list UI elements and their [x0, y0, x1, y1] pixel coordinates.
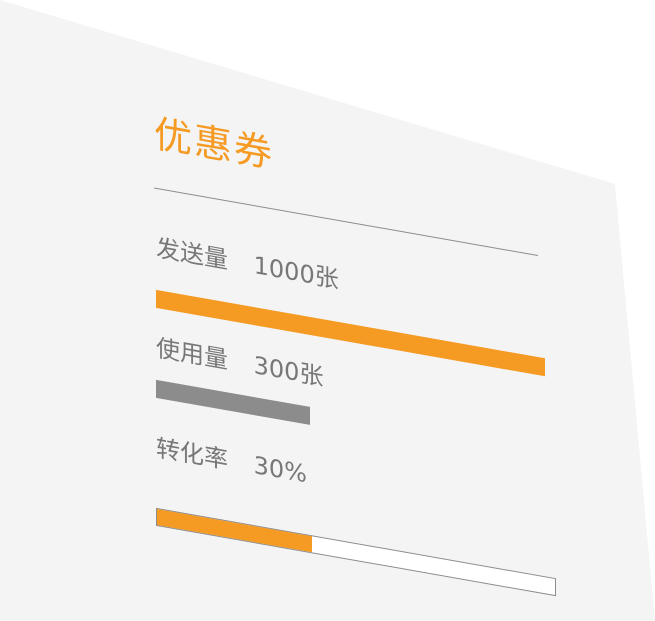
conversion-rate-value: 30%	[253, 451, 307, 489]
sent-amount-value: 1000张	[253, 251, 339, 294]
used-amount-bar-fill	[156, 379, 310, 425]
sent-amount-row: 发送量 1000张	[156, 228, 339, 295]
conversion-rate-label: 转化率	[156, 433, 228, 475]
coupon-stats-card: 优惠券 发送量 1000张 使用量 300张 转化率 30%	[140, 95, 570, 621]
conversion-rate-bar-track	[156, 507, 556, 597]
used-amount-bar-track	[156, 379, 310, 425]
conversion-rate-row: 转化率 30%	[156, 428, 307, 490]
sent-amount-label: 发送量	[156, 233, 228, 275]
used-amount-label: 使用量	[156, 333, 228, 375]
used-amount-value: 300张	[253, 351, 324, 392]
used-amount-row: 使用量 300张	[156, 328, 323, 392]
conversion-rate-bar-fill	[157, 508, 313, 553]
